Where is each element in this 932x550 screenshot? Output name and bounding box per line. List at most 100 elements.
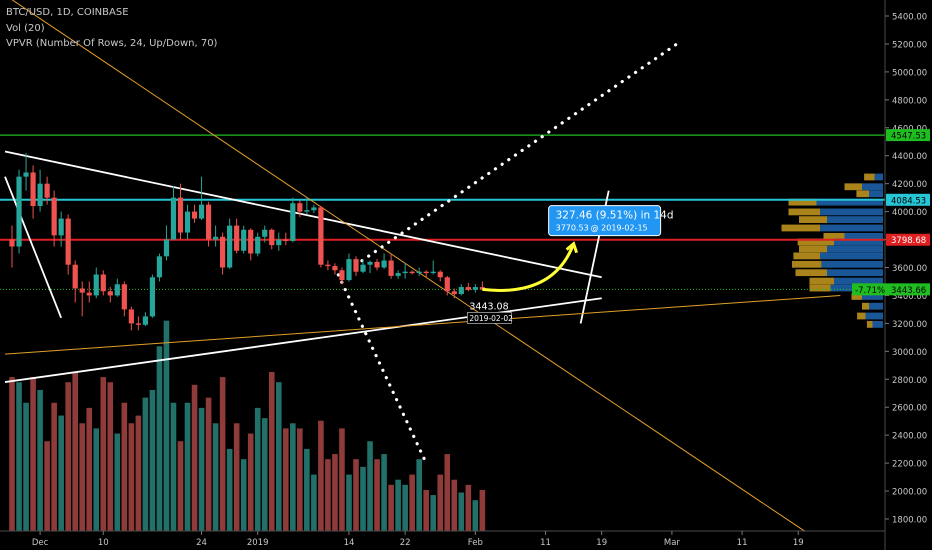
vpvr-row-up [809, 284, 831, 292]
time-tick-label: Feb [468, 538, 483, 548]
volume-bar [318, 420, 324, 531]
vpvr-row-down [827, 245, 883, 253]
volume-bar [367, 441, 373, 531]
price-tick-label: 2800.00 [892, 376, 927, 386]
time-axis[interactable]: Dec 10 24 2019 14 22 Feb 11 19 Mar 11 19 [0, 530, 885, 548]
volume-bar [297, 428, 303, 531]
candle-body [156, 256, 163, 278]
candle-body [100, 274, 106, 292]
volume-bar [311, 474, 317, 531]
drawings[interactable] [4, 0, 841, 532]
volume-bar [437, 474, 444, 531]
price-tick-label: 5200.00 [892, 40, 927, 50]
candle-body [339, 270, 345, 281]
volume-pane [9, 320, 486, 531]
candle-body [465, 287, 471, 290]
volume-bar [149, 389, 156, 531]
volume-bar [430, 495, 437, 531]
current-date-label: 2019-02-02 [469, 314, 513, 323]
volume-bar [44, 441, 50, 531]
vpvr-row-down [820, 224, 883, 232]
volume-legend[interactable]: Vol (20) [6, 22, 45, 34]
volume-bar [23, 402, 29, 531]
candle-body [374, 261, 380, 268]
price-tick-label: 5000.00 [892, 68, 927, 78]
vpvr-row-up [823, 232, 845, 240]
volume-bar [233, 423, 240, 531]
pct-change-box [852, 283, 886, 296]
volume-bar [30, 377, 36, 531]
vpvr-legend[interactable]: VPVR (Number Of Rows, 24, Up/Down, 70) [6, 38, 218, 49]
axis-badges: 4547.53 4084.53 3798.68 3443.66 -7.71% [852, 129, 930, 296]
candle-body [37, 183, 43, 207]
volume-bar [465, 484, 472, 531]
candle-body [184, 211, 191, 233]
volume-bar [458, 492, 465, 531]
vpvr-row-down [827, 269, 883, 277]
candle-body [283, 239, 289, 241]
volume-bar [388, 484, 394, 531]
candle-body [416, 271, 422, 274]
vpvr-row-up [866, 320, 873, 328]
vpvr-row-down [865, 312, 883, 320]
vpvr-row-up [792, 260, 822, 268]
time-tick-label: 11 [737, 538, 748, 548]
volume-bar [479, 489, 486, 531]
candle-body [191, 211, 198, 219]
volume-bar [107, 382, 114, 531]
price-tick-label: 2200.00 [892, 460, 927, 470]
candle-body [86, 292, 92, 296]
candle-body [213, 236, 219, 240]
vpvr-row-down [874, 173, 883, 181]
volume-bar [114, 433, 121, 531]
vpvr-row-down [872, 320, 883, 328]
projection-target-date: @ 2019-02-15 [591, 224, 648, 233]
candle-body [205, 204, 212, 240]
vpvr-row-up [856, 190, 869, 198]
volume-bar [304, 448, 310, 531]
volume-bar [381, 454, 387, 531]
volume-bar [240, 459, 247, 531]
candle-body [325, 264, 331, 267]
vpvr-row-up [809, 277, 834, 285]
candle-body [44, 183, 50, 198]
red-level-badge: 3798.68 [891, 236, 926, 246]
volume-bar [191, 384, 198, 531]
volume-bar [423, 489, 429, 531]
vpvr-row-up [799, 245, 827, 253]
vpvr-row-up [851, 293, 862, 300]
volume-bar [121, 402, 128, 531]
vpvr-row-up [788, 208, 820, 216]
price-tick-label: 5400.00 [892, 13, 927, 23]
candle-body [332, 266, 338, 271]
projection-label-text: 327.46 (9.51%) in 14d [556, 210, 674, 222]
horizontal-levels[interactable] [0, 134, 885, 290]
candle-body [107, 291, 113, 296]
candle-body [353, 259, 359, 272]
vpvr-row-up [788, 198, 817, 206]
candle-body [23, 172, 29, 177]
volume-bar [226, 448, 233, 531]
volume-bar [93, 428, 100, 531]
cyan-level-badge: 4084.53 [891, 196, 926, 206]
candle-body [262, 229, 268, 237]
price-tick-label: 3400.00 [892, 292, 927, 302]
candle-body [114, 284, 120, 296]
candle-body [388, 260, 394, 276]
candle-body [170, 197, 177, 240]
volume-bar [51, 402, 57, 531]
dotted-level-badge: 3443.66 [891, 286, 926, 296]
volume-bar [163, 320, 170, 531]
projection-arrow-head [565, 241, 579, 254]
volume-bar [416, 459, 422, 531]
volume-bar [79, 423, 86, 531]
symbol-legend[interactable]: BTC/USD, 1D, COINBASE [6, 7, 129, 18]
candle-body [381, 260, 387, 268]
volume-bar [156, 346, 163, 531]
price-tick-label: 4400.00 [892, 152, 927, 162]
candle-body [128, 309, 134, 324]
candle-body [255, 236, 261, 254]
volume-bar [339, 428, 345, 531]
volume-bar [395, 479, 401, 531]
